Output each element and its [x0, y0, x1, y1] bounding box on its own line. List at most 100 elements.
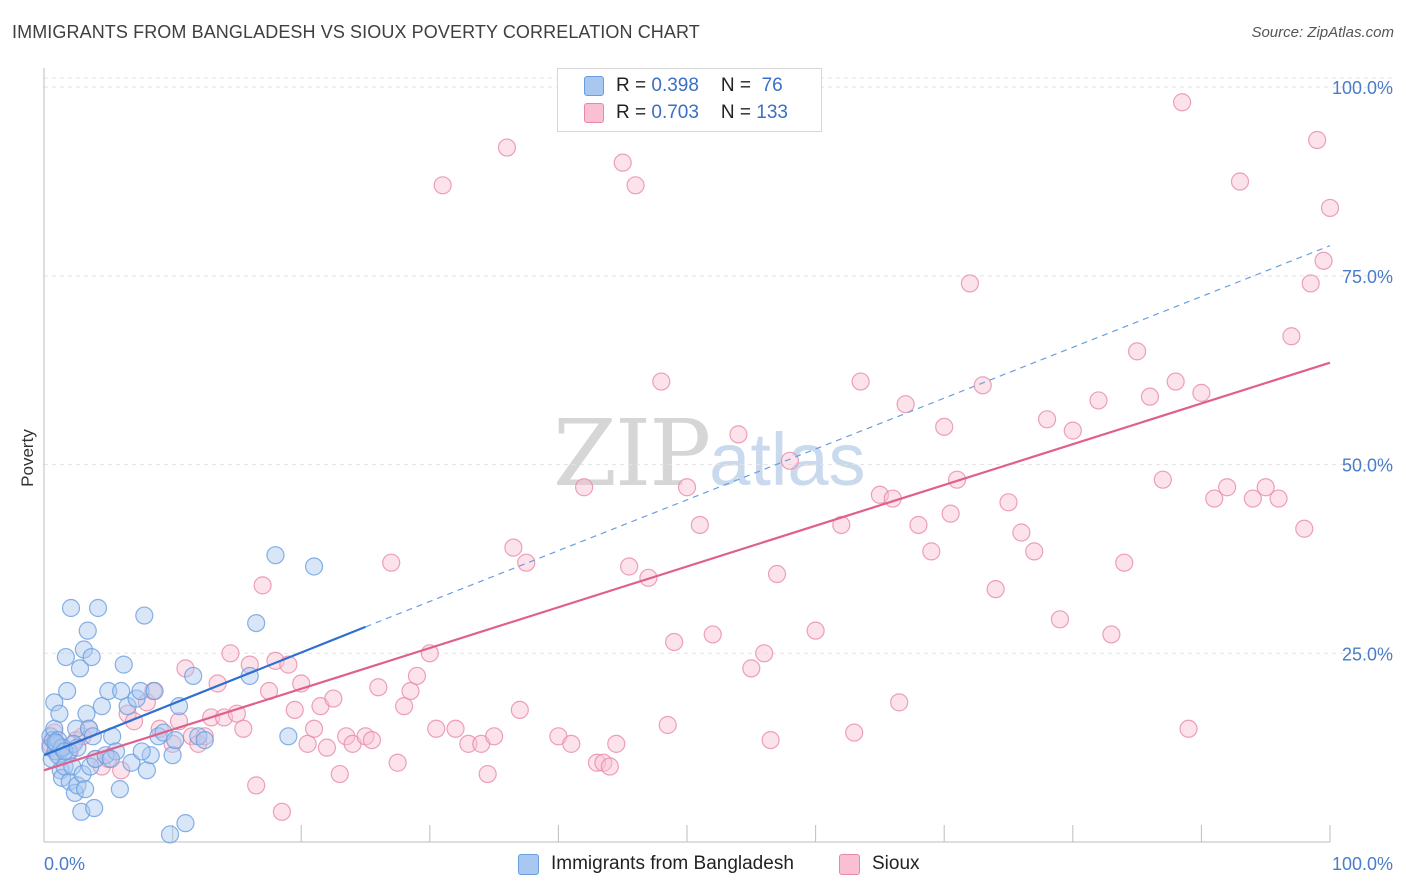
- data-point: [58, 681, 77, 701]
- data-point: [110, 780, 129, 799]
- data-point: [122, 753, 141, 772]
- legend-row-sioux: R = 0.703 N = 133: [584, 100, 788, 126]
- series-bangladesh: [41, 546, 324, 844]
- data-point: [1314, 251, 1333, 270]
- data-point: [330, 764, 349, 784]
- data-point: [999, 493, 1018, 512]
- data-point: [324, 689, 343, 708]
- data-point: [1173, 93, 1192, 112]
- legend-r-value: 0.398: [651, 75, 699, 96]
- data-point: [761, 730, 780, 750]
- data-point: [82, 647, 101, 667]
- trend-line-sioux: [43, 361, 1331, 772]
- data-point: [221, 644, 240, 663]
- data-point: [845, 723, 864, 742]
- data-point: [176, 814, 195, 833]
- data-point: [613, 153, 632, 172]
- data-point: [433, 176, 452, 195]
- y-axis-label: Poverty: [18, 429, 37, 487]
- x-tick-label: 100.0%: [1332, 854, 1393, 874]
- data-point: [247, 776, 266, 795]
- legend-r-label: R =: [616, 75, 652, 96]
- data-point: [88, 598, 108, 618]
- bottom-legend-label: Sioux: [872, 853, 920, 874]
- data-point: [317, 738, 337, 757]
- data-point: [896, 395, 915, 414]
- data-point: [99, 681, 118, 701]
- data-point: [677, 478, 697, 497]
- data-point: [266, 546, 285, 565]
- data-point: [1192, 383, 1211, 402]
- data-point: [1166, 372, 1185, 391]
- y-tick-label: 25.0%: [1342, 644, 1393, 664]
- data-point: [176, 659, 195, 678]
- data-point: [1050, 610, 1070, 629]
- data-point: [1205, 489, 1224, 508]
- legend-n-label: N =: [720, 102, 757, 123]
- data-point: [665, 632, 684, 652]
- data-point: [76, 780, 95, 799]
- data-point: [407, 666, 427, 686]
- data-point: [114, 655, 133, 674]
- data-point: [806, 621, 825, 640]
- data-point: [851, 372, 870, 391]
- data-point: [960, 274, 980, 293]
- data-point: [247, 613, 266, 633]
- data-point: [1230, 172, 1250, 191]
- legend-n-value: 133: [756, 102, 788, 123]
- data-point: [1115, 553, 1134, 572]
- data-point: [562, 734, 581, 753]
- data-point: [922, 542, 941, 561]
- data-point: [1127, 342, 1147, 361]
- legend-swatch-bangladesh: [584, 76, 604, 96]
- bottom-legend-swatch-bangladesh: [518, 853, 539, 875]
- x-tick-label: 0.0%: [44, 854, 85, 874]
- data-point: [369, 678, 388, 697]
- data-point: [382, 553, 401, 572]
- data-point: [1179, 719, 1198, 738]
- data-point: [780, 451, 799, 470]
- data-point: [1269, 489, 1288, 508]
- series-sioux: [41, 93, 1340, 821]
- data-point: [50, 704, 69, 723]
- data-point: [78, 621, 97, 640]
- data-point: [941, 504, 960, 523]
- data-point: [61, 598, 81, 618]
- legend-row-bangladesh: R = 0.398 N = 76: [584, 73, 783, 99]
- data-point: [947, 470, 967, 489]
- grid-lines: [44, 77, 1392, 654]
- bottom-legend-swatch-sioux: [839, 853, 860, 875]
- data-point: [70, 659, 90, 678]
- data-point: [1025, 542, 1044, 561]
- data-point: [459, 734, 478, 753]
- bottom-legend-bangladesh: Immigrants from Bangladesh: [518, 853, 794, 875]
- data-point: [74, 640, 93, 659]
- legend-n-label: N =: [720, 75, 757, 96]
- data-point: [112, 761, 131, 780]
- data-point: [67, 719, 86, 738]
- legend-swatch-sioux: [584, 103, 604, 123]
- data-point: [45, 693, 64, 712]
- data-point: [1320, 198, 1340, 218]
- data-point: [504, 538, 523, 557]
- data-point: [485, 727, 504, 746]
- axes: [43, 68, 1331, 843]
- data-point: [394, 697, 414, 716]
- data-point: [973, 376, 992, 395]
- data-point: [141, 746, 160, 765]
- data-point: [184, 666, 203, 686]
- watermark: ZIPatlas: [553, 400, 865, 507]
- data-point: [298, 734, 317, 753]
- data-point: [510, 700, 529, 720]
- data-point: [163, 746, 182, 765]
- trend-line-bangladesh: [43, 625, 366, 757]
- data-point: [1140, 387, 1160, 406]
- data-point: [1153, 470, 1172, 489]
- watermark-atlas: atlas: [709, 418, 866, 501]
- bottom-legend-label: Immigrants from Bangladesh: [551, 853, 794, 874]
- trend-lines: [43, 245, 1331, 772]
- data-point: [1243, 489, 1262, 508]
- data-point: [56, 647, 75, 667]
- legend-r-value: 0.703: [651, 102, 699, 123]
